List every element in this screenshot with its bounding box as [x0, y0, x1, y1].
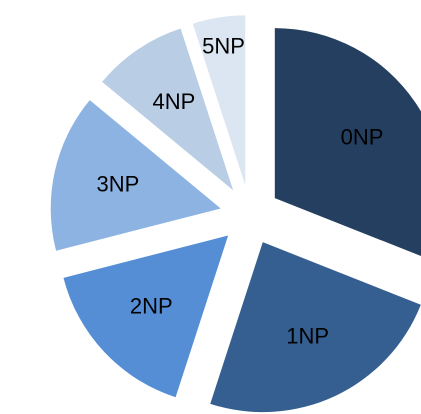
slice-label: 5NP: [202, 33, 245, 58]
pie-slice: [210, 242, 421, 413]
pie-slice: [63, 235, 229, 398]
pie-slice: [50, 100, 221, 251]
pie-slice: [102, 28, 234, 191]
pie-slice: [274, 28, 421, 257]
slice-label: 2NP: [130, 294, 173, 319]
slice-label: 4NP: [152, 89, 195, 114]
slice-label: 3NP: [96, 171, 139, 196]
pie-slice: [192, 15, 246, 186]
slice-label: 0NP: [341, 125, 384, 150]
slice-label: 1NP: [286, 323, 329, 348]
